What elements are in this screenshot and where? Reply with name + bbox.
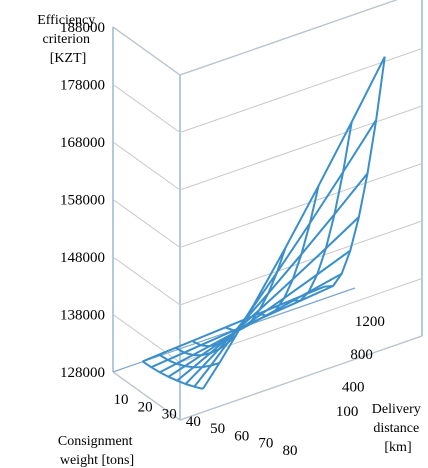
x-tick-label: 50 (210, 421, 225, 437)
x-tick-label: 60 (234, 428, 249, 444)
z-tick-label: 158000 (60, 193, 105, 209)
z-gridline (112, 48, 423, 134)
x-tick-labels: 10 20 30 40 50 60 70 80 (114, 392, 298, 459)
x-tick-label: 40 (186, 414, 201, 430)
surface-column (176, 216, 360, 382)
surface-column (202, 56, 386, 390)
surface-column (142, 285, 325, 363)
z-gridline (112, 220, 423, 306)
surface-row (291, 121, 353, 302)
z-tick-label: 168000 (60, 135, 105, 151)
surface-column (193, 119, 378, 388)
x-tick-label: 80 (283, 443, 298, 459)
z-tick-label: 138000 (60, 308, 105, 324)
z-tick-label: 188000 (60, 20, 105, 36)
axes-frame (112, 0, 423, 421)
z-gridline (112, 335, 423, 421)
y-tick-label: 400 (342, 379, 365, 395)
y-tick-label: 1200 (355, 314, 385, 330)
z-tick-label: 148000 (60, 250, 105, 266)
frame-edge (179, 0, 398, 76)
x-tick-label: 20 (138, 399, 153, 415)
z-gridline (112, 105, 423, 191)
surface-row (324, 56, 386, 288)
x-tick-label: 10 (114, 392, 129, 408)
surface-mesh (142, 56, 386, 390)
z-gridline (112, 0, 398, 76)
surface-column (150, 285, 334, 369)
surface-column (184, 172, 369, 385)
x-tick-label: 70 (258, 436, 273, 452)
surface-column (159, 272, 343, 374)
y-axis-title: Delivery distance [km] (372, 402, 424, 455)
z-axis-title: Efficiency criterion [KZT] (37, 13, 99, 66)
z-tick-label: 178000 (60, 78, 105, 94)
y-tick-label: 100 (336, 404, 359, 420)
z-gridline (112, 163, 423, 249)
back-wall-gridlines (112, 0, 423, 421)
y-tick-label: 800 (350, 347, 373, 363)
surface-row (142, 360, 204, 390)
x-axis-title: Consignment weight [tons] (58, 434, 136, 468)
y-tick-labels: 100 400 800 1200 (336, 314, 385, 420)
z-tick-labels: 188000 178000 168000 158000 148000 138000 1280… (60, 20, 105, 381)
z-tick-label: 128000 (60, 365, 105, 381)
x-tick-label: 30 (162, 407, 177, 423)
